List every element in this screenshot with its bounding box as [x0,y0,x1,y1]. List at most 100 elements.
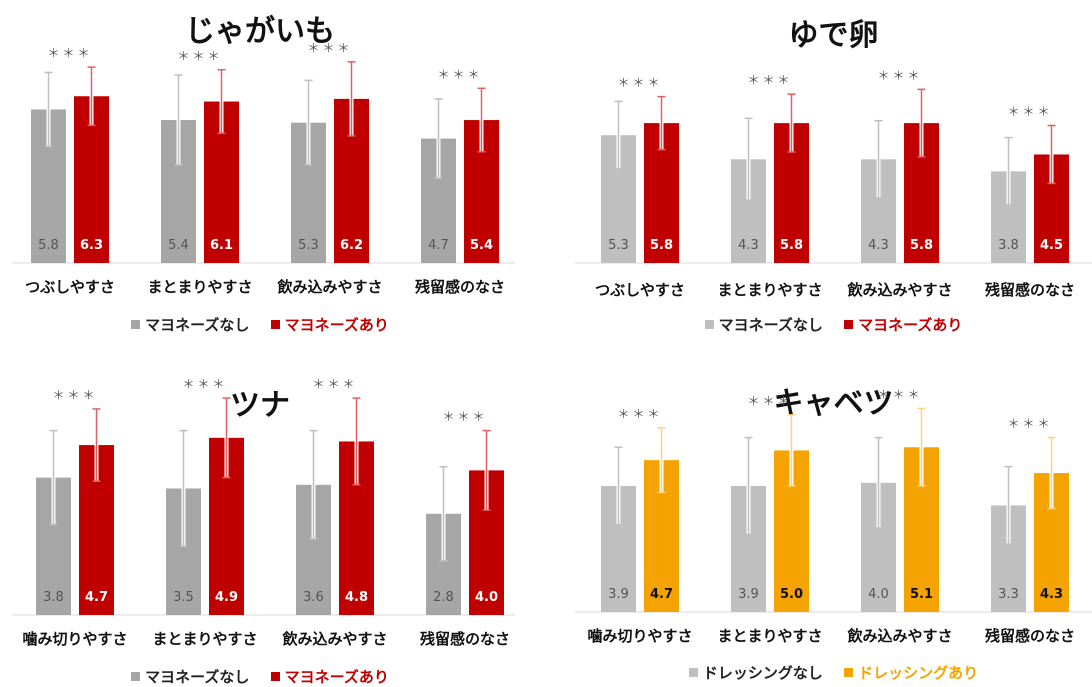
error-bar [439,466,448,562]
significance-stars: ＊＊＊ [1007,417,1052,431]
data-label: 6.2 [340,238,363,253]
legend-label: マヨネーズなし [718,316,823,334]
legend: マヨネーズなし マヨネーズあり [0,666,520,687]
significance-stars: ＊＊＊ [52,388,97,402]
chart-panel-potato: じゃがいも 5.8 6.3 ＊＊＊ つぶしやすさ 5.4 6.1 ＊＊＊ まとまりやすさ 5.3… [0,0,520,342]
data-label: 4.7 [85,590,108,605]
error-bar [744,436,753,536]
significance-stars: ＊＊＊ [442,410,487,424]
error-bar [309,429,318,540]
legend-swatch [131,320,141,329]
legend-item-with: マヨネーズあり [844,314,962,335]
error-bar [174,74,183,166]
legend-label: ドレッシングあり [858,664,979,682]
significance-stars: ＊＊＊ [617,76,662,90]
x-tick-label: まとまりやすさ [152,630,257,648]
data-label: 5.0 [780,587,803,602]
legend-swatch [688,668,698,677]
error-bar [787,414,796,487]
bar-chart-cabbage: 3.9 4.7 ＊＊＊ 噛み切りやすさ 3.9 5.0 ＊＊＊ まとまりやすさ 4.0 5.1 ＊＊… [575,387,1092,645]
data-label: 4.5 [1040,238,1063,253]
data-label: 3.9 [608,587,629,602]
error-bar [917,407,926,487]
legend-item-without: ドレッシングなし [688,662,823,683]
data-label: 5.8 [780,238,803,253]
significance-stars: ＊＊＊ [437,67,482,81]
error-bar [49,429,58,526]
legend-label: マヨネーズあり [858,316,963,334]
significance-stars: ＊＊＊ [747,73,792,87]
data-label: 3.9 [738,587,759,602]
significance-stars: ＊＊＊ [47,46,92,60]
legend-swatch [131,672,141,681]
error-bar [1004,465,1013,545]
error-bar [917,88,926,158]
legend-swatch [844,320,854,329]
error-bar [434,98,443,180]
x-tick-label: 飲み込みやすさ [276,278,382,296]
legend-item-without: マヨネーズなし [704,314,823,335]
chart-panel-boiled-egg: ゆで卵 5.3 5.8 ＊＊＊ つぶしやすさ 4.3 5.8 ＊＊＊ まとまりやすさ 4.3 5.… [575,0,1092,342]
x-tick-label: 噛み切りやすさ [587,627,692,645]
data-label: 6.1 [210,238,233,253]
data-label: 2.8 [433,590,454,605]
data-label: 3.3 [998,587,1019,602]
bar-chart-boiled-egg: 5.3 5.8 ＊＊＊ つぶしやすさ 4.3 5.8 ＊＊＊ まとまりやすさ 4.3 5.8 ＊＊＊… [575,68,1092,299]
x-tick-label: まとまりやすさ [717,627,822,645]
error-bar [477,87,486,153]
x-tick-label: まとまりやすさ [717,281,822,299]
x-tick-label: 残留感のなさ [420,630,510,648]
x-tick-label: 飲み込みやすさ [846,627,952,645]
x-tick-label: 飲み込みやすさ [846,281,952,299]
error-bar [1047,124,1056,185]
data-label: 4.9 [215,590,238,605]
data-label: 4.7 [650,587,673,602]
data-label: 5.8 [38,238,59,253]
legend-item-with: ドレッシングあり [844,662,978,683]
legend-swatch [270,672,280,681]
data-label: 5.3 [298,238,319,253]
legend-label: マヨネーズなし [145,668,250,686]
x-tick-label: 残留感のなさ [415,278,505,296]
bar-chart-potato: 5.8 6.3 ＊＊＊ つぶしやすさ 5.4 6.1 ＊＊＊ まとまりやすさ 5.3 6.2 ＊＊＊… [12,41,515,296]
error-bar [87,66,96,127]
significance-stars: ＊＊＊ [177,49,222,63]
data-label: 4.8 [345,590,368,605]
error-bar [744,117,753,202]
error-bar [352,397,361,486]
data-label: 6.3 [80,238,103,253]
error-bar [874,119,883,199]
data-label: 4.0 [868,587,889,602]
chart-panel-tuna: ツナ 3.8 4.7 ＊＊＊ 噛み切りやすさ 3.5 4.9 ＊＊＊ まとまりやすさ 3.6 4.… [0,342,520,687]
data-label: 3.8 [998,238,1019,253]
legend-item-without: マヨネーズなし [131,666,249,687]
significance-stars: ＊＊＊ [747,394,792,408]
error-bar [1047,436,1056,510]
legend-item-without: マヨネーズなし [131,314,249,335]
bar-chart-tuna: 3.8 4.7 ＊＊＊ 噛み切りやすさ 3.5 4.9 ＊＊＊ まとまりやすさ 3.6 4.8 ＊＊… [12,377,515,648]
legend-label: マヨネーズあり [284,668,389,686]
data-label: 4.3 [868,238,889,253]
data-label: 3.6 [303,590,324,605]
legend-label: マヨネーズなし [145,316,250,334]
chart-title: ゆで卵 [788,18,879,53]
error-bar [787,93,796,153]
error-bar [874,436,883,529]
x-tick-label: 噛み切りやすさ [22,630,127,648]
significance-stars: ＊＊＊ [877,68,922,82]
error-bar [222,397,231,479]
data-label: 5.8 [650,238,673,253]
data-label: 4.7 [428,238,449,253]
legend-label: ドレッシングなし [702,664,823,682]
data-label: 5.3 [608,238,629,253]
significance-stars: ＊＊＊ [617,407,662,421]
data-label: 3.5 [173,590,194,605]
chart-title: じゃがいも [185,14,335,49]
legend: ドレッシングなし ドレッシングあり [575,662,1092,683]
error-bar [179,429,188,548]
significance-stars: ＊＊＊ [307,41,352,55]
legend-label: マヨネーズあり [284,316,389,334]
error-bar [217,69,226,135]
data-label: 4.3 [738,238,759,253]
legend: マヨネーズなし マヨネーズあり [0,314,520,335]
